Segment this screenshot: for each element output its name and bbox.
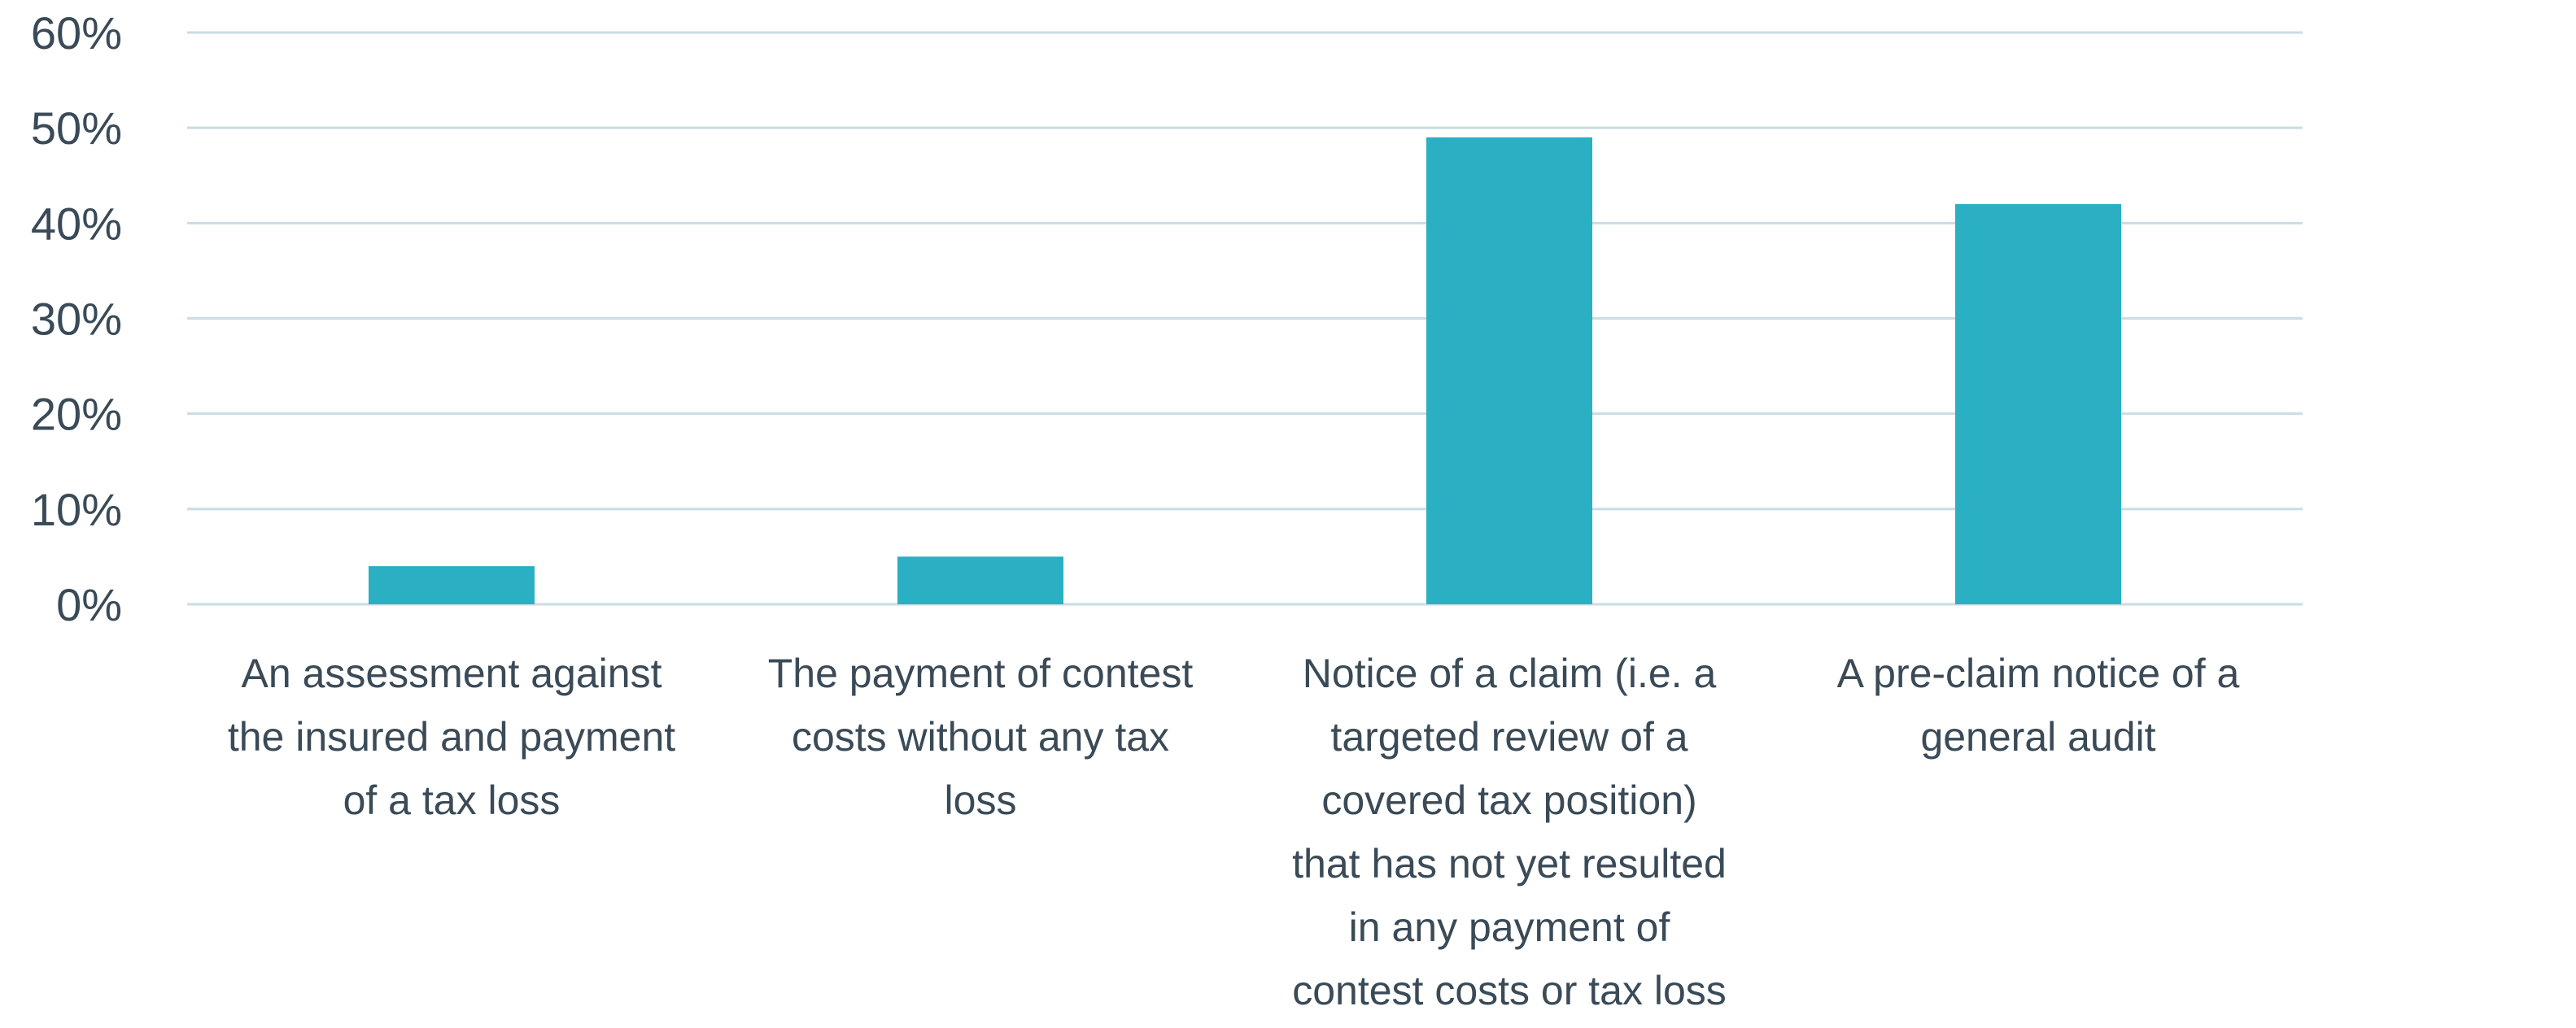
y-tick-label: 20% bbox=[31, 389, 122, 440]
category-label-1: An assessment against the insured and pay… bbox=[228, 651, 675, 823]
category-label-line: of a tax loss bbox=[343, 778, 561, 823]
category-label-2: The payment of contest costs without any … bbox=[768, 651, 1194, 823]
y-axis-tick-labels: 0% 10% 20% 30% 40% 50% 60% bbox=[31, 7, 122, 630]
category-label-line: general audit bbox=[1920, 714, 2155, 760]
bar-3 bbox=[1426, 137, 1592, 605]
category-label-line: the insured and payment bbox=[228, 714, 675, 760]
gridlines bbox=[187, 31, 2303, 606]
bars bbox=[369, 137, 2121, 605]
category-label-line: A pre-claim notice of a bbox=[1837, 651, 2240, 696]
category-label-line: costs without any tax bbox=[792, 714, 1169, 760]
bar-2 bbox=[897, 556, 1063, 604]
category-label-line: that has not yet resulted bbox=[1292, 841, 1727, 886]
bar-4 bbox=[1955, 203, 2121, 604]
x-axis-category-labels: An assessment against the insured and pay… bbox=[228, 651, 2240, 1013]
category-label-4: A pre-claim notice of a general audit bbox=[1837, 651, 2240, 760]
category-label-line: targeted review of a bbox=[1330, 714, 1687, 760]
category-label-line: covered tax position) bbox=[1321, 778, 1696, 823]
y-tick-label: 0% bbox=[56, 579, 122, 630]
y-tick-label: 50% bbox=[31, 102, 122, 154]
category-label-3: Notice of a claim (i.e. a targeted review… bbox=[1292, 651, 1727, 1013]
y-tick-label: 60% bbox=[31, 7, 122, 59]
category-label-line: contest costs or tax loss bbox=[1292, 968, 1727, 1013]
category-label-line: Notice of a claim (i.e. a bbox=[1303, 651, 1717, 696]
y-tick-label: 40% bbox=[31, 198, 122, 249]
bar-1 bbox=[369, 566, 535, 604]
category-label-line: loss bbox=[945, 778, 1017, 823]
category-label-line: The payment of contest bbox=[768, 651, 1194, 696]
category-label-line: An assessment against bbox=[242, 651, 662, 696]
y-tick-label: 10% bbox=[31, 484, 122, 535]
y-tick-label: 30% bbox=[31, 294, 122, 345]
category-label-line: in any payment of bbox=[1349, 904, 1670, 950]
